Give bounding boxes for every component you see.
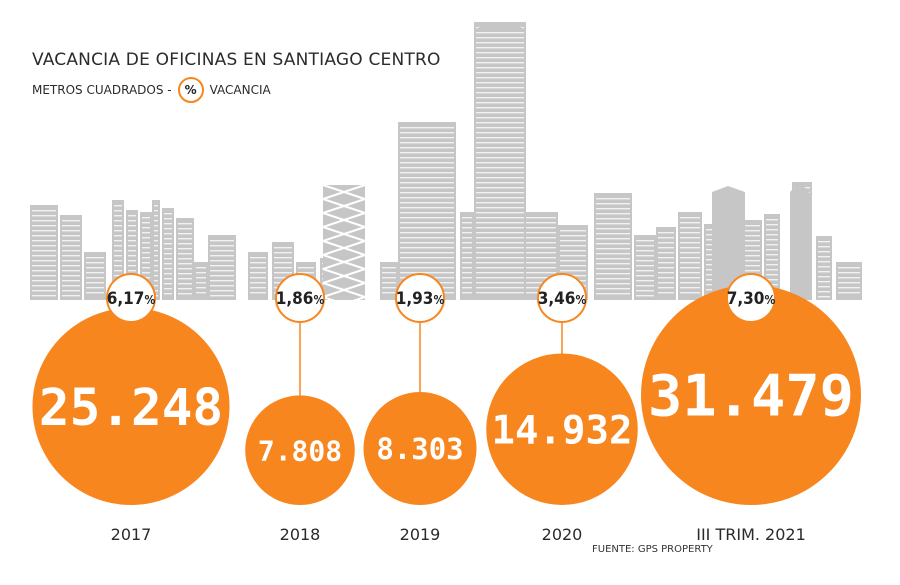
chart-subtitle: METROS CUADRADOS - % VACANCIA: [32, 77, 271, 103]
category-label: 2019: [400, 525, 441, 544]
category-label: 2017: [111, 525, 152, 544]
vacancy-circle: [537, 273, 587, 323]
subtitle-vacancy: VACANCIA: [209, 83, 271, 97]
value-bubble: [486, 353, 638, 505]
vacancy-label: 1,86%: [276, 289, 325, 309]
bubble-value-label: 31.479: [648, 364, 854, 430]
category-label: 2018: [280, 525, 321, 544]
bubble-value-label: 14.932: [492, 408, 633, 453]
bubble-value-label: 7.808: [258, 434, 342, 467]
vacancy-label: 6,17%: [107, 289, 156, 309]
percent-legend-icon: %: [177, 77, 204, 103]
vacancy-circle: [726, 273, 776, 323]
value-bubble: [641, 285, 861, 505]
value-bubble: [32, 307, 230, 505]
vacancy-circle: [395, 273, 445, 323]
bubble-value-label: 25.248: [39, 379, 223, 438]
vacancy-label: 1,93%: [396, 289, 445, 309]
bubble-value-label: 8.303: [376, 432, 463, 466]
vacancy-circle: [275, 273, 325, 323]
chart-title: VACANCIA DE OFICINAS EN SANTIAGO CENTRO: [32, 50, 441, 70]
category-label: III TRIM. 2021: [696, 525, 806, 544]
source-note: FUENTE: GPS PROPERTY: [592, 544, 713, 555]
vacancy-circle: [106, 273, 156, 323]
vacancy-label: 7,30%: [727, 289, 776, 309]
subtitle-units: METROS CUADRADOS -: [32, 83, 172, 97]
value-bubble: [245, 395, 355, 506]
category-label: 2020: [542, 525, 583, 544]
vacancy-label: 3,46%: [538, 289, 587, 309]
value-bubble: [363, 392, 477, 506]
